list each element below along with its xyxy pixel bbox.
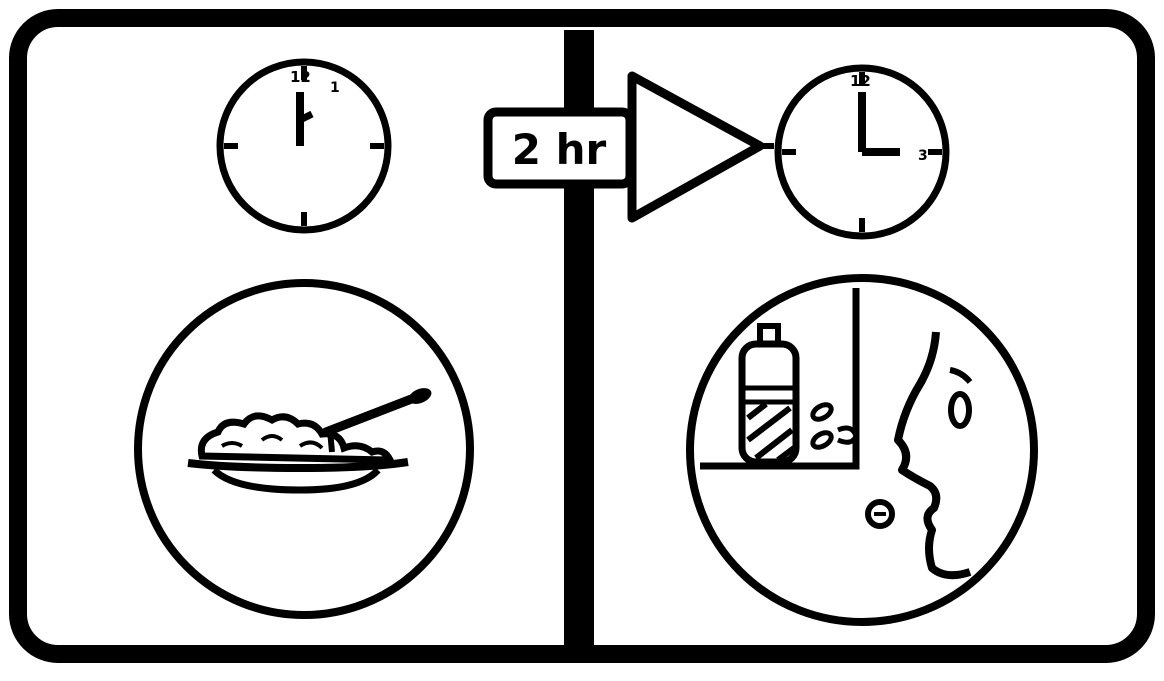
right-clock-label-12: 12 bbox=[850, 72, 871, 90]
medicine-bottle-icon bbox=[738, 323, 800, 466]
pill-icon bbox=[810, 402, 859, 450]
time-label: 2 hr bbox=[512, 125, 607, 174]
left-clock-icon: 12 1 bbox=[216, 58, 392, 234]
pill-icon bbox=[865, 499, 895, 529]
right-clock-label-3: 3 bbox=[918, 148, 928, 164]
elapsed-time-marker: 2 hr bbox=[483, 71, 774, 223]
left-panel: 12 1 bbox=[134, 58, 474, 619]
cabinet-shelf bbox=[700, 288, 860, 470]
face-eyebrow bbox=[949, 367, 973, 384]
face-eye bbox=[948, 391, 972, 429]
left-clock-hand bbox=[298, 110, 314, 124]
right-panel: 12 3 bbox=[686, 64, 1038, 626]
food-plate-icon bbox=[187, 412, 409, 494]
face-icon bbox=[894, 331, 973, 580]
left-clock-label-1: 1 bbox=[330, 80, 340, 96]
right-clock-icon: 12 3 bbox=[774, 64, 950, 240]
arrow-right-icon bbox=[627, 71, 765, 223]
left-clock-label-12: 12 bbox=[290, 68, 311, 86]
fork-icon bbox=[321, 388, 432, 453]
